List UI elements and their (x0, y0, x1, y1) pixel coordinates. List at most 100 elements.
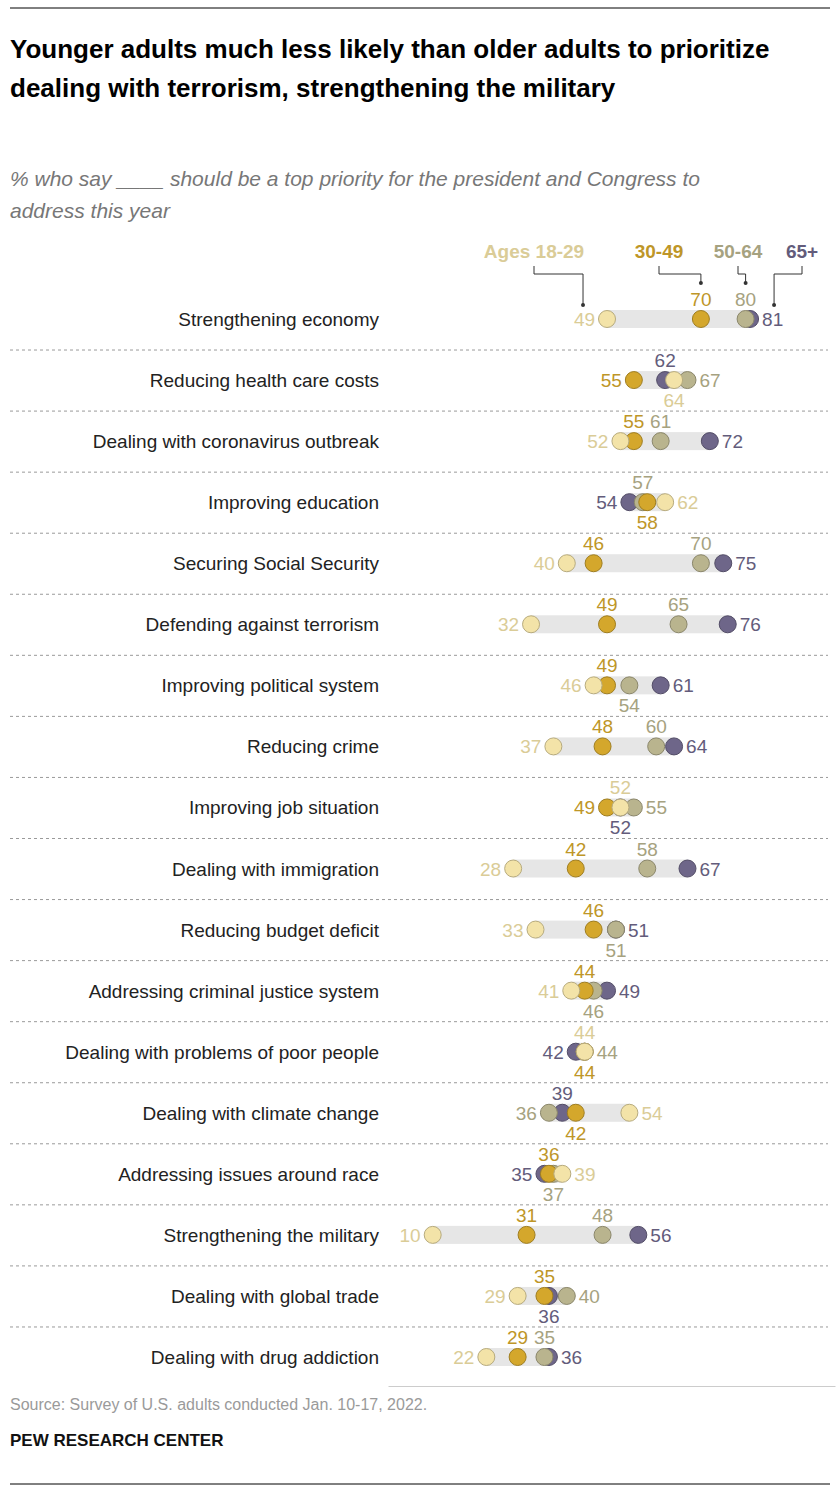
data-label: 48 (592, 716, 613, 737)
chart: Younger adults much less likely than old… (0, 0, 840, 1492)
data-label: 49 (596, 594, 617, 615)
data-label: 55 (601, 370, 622, 391)
data-label: 29 (484, 1286, 505, 1307)
dot (576, 1043, 593, 1060)
category-label: Addressing criminal justice system (89, 981, 379, 1002)
data-label: 54 (619, 695, 641, 716)
x-axis (389, 1386, 836, 1387)
range-bar (594, 676, 661, 694)
data-label: 37 (543, 1184, 564, 1205)
dot (666, 738, 683, 755)
data-label: 36 (516, 1103, 537, 1124)
legend-leader (659, 266, 701, 283)
legend-leader (534, 266, 583, 305)
dot (607, 921, 624, 938)
range-bar (553, 737, 674, 755)
dot (509, 1349, 526, 1366)
dot (505, 860, 522, 877)
data-label: 64 (664, 390, 686, 411)
dot (715, 555, 732, 572)
legend-leader (774, 266, 802, 305)
data-label: 55 (646, 797, 667, 818)
row-separator (10, 838, 828, 839)
dot (536, 1349, 553, 1366)
category-label: Dealing with global trade (171, 1286, 379, 1307)
data-label: 62 (677, 492, 698, 513)
row-separators (10, 350, 828, 1327)
category-label: Addressing issues around race (118, 1164, 379, 1185)
data-label: 35 (534, 1266, 555, 1287)
top-rule (10, 8, 830, 9)
range-bar (620, 432, 709, 450)
dot (536, 1287, 553, 1304)
dot (558, 1287, 575, 1304)
data-label: 70 (690, 289, 711, 310)
data-label: 44 (574, 1022, 596, 1043)
data-label: 49 (574, 309, 595, 330)
data-label: 80 (735, 289, 756, 310)
data-label: 58 (637, 512, 658, 533)
row-separator (10, 777, 828, 778)
dot (612, 799, 629, 816)
data-label: 60 (646, 716, 667, 737)
data-label: 51 (605, 940, 626, 961)
legend-leader-end (744, 281, 748, 285)
category-label: Improving political system (161, 675, 379, 696)
row-separator (10, 1265, 828, 1266)
legend-leader-end (772, 303, 776, 307)
legend-leader (738, 266, 746, 283)
dot (478, 1349, 495, 1366)
data-label: 58 (637, 839, 658, 860)
dot (527, 921, 544, 938)
dot (666, 372, 683, 389)
category-label: Reducing budget deficit (180, 920, 379, 941)
dot (563, 982, 580, 999)
data-label: 67 (699, 859, 720, 880)
dot (639, 494, 656, 511)
data-label: 33 (502, 920, 523, 941)
dot (648, 738, 665, 755)
dot (554, 1165, 571, 1182)
row-separator (10, 350, 828, 351)
range-bar (433, 1226, 639, 1244)
data-label: 62 (655, 350, 676, 371)
range-bar (549, 1104, 629, 1122)
category-label: Dealing with coronavirus outbreak (93, 431, 380, 452)
range-bar (531, 615, 728, 633)
data-label: 52 (610, 817, 631, 838)
data-label: 61 (673, 675, 694, 696)
dot (621, 677, 638, 694)
legend-label: 65+ (786, 241, 818, 262)
dot (692, 555, 709, 572)
row-separator (10, 594, 828, 595)
data-label: 40 (534, 553, 555, 574)
data-label: 35 (534, 1327, 555, 1348)
dot (630, 1226, 647, 1243)
legend-leader-end (581, 303, 585, 307)
row-separator (10, 960, 828, 961)
data-label: 41 (538, 981, 559, 1002)
data-label: 31 (516, 1205, 537, 1226)
marks (424, 310, 758, 1366)
data-label: 29 (507, 1327, 528, 1348)
dot (652, 677, 669, 694)
data-label: 39 (552, 1083, 573, 1104)
dot (737, 311, 754, 328)
category-label: Strengthening economy (178, 309, 379, 330)
dot (585, 921, 602, 938)
row-separator (10, 655, 828, 656)
series-dots (424, 311, 682, 1366)
dot (594, 738, 611, 755)
category-label: Defending against terrorism (146, 614, 379, 635)
data-label: 40 (579, 1286, 600, 1307)
data-label: 42 (543, 1042, 564, 1063)
range-bar (513, 860, 687, 878)
subtitle-line: address this year (10, 199, 171, 222)
data-label: 46 (583, 900, 604, 921)
series-dots (536, 311, 759, 1366)
data-label: 44 (574, 961, 596, 982)
data-label: 22 (453, 1347, 474, 1368)
data-label: 35 (511, 1164, 532, 1185)
data-label: 44 (574, 1062, 596, 1083)
category-labels: Strengthening economyReducing health car… (65, 309, 379, 1368)
